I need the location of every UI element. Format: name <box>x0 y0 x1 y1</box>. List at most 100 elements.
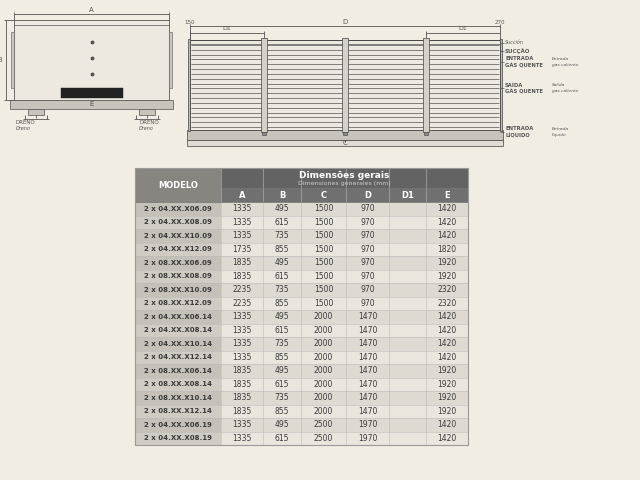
Text: 2 x 08.XX.X12.09: 2 x 08.XX.X12.09 <box>144 300 212 306</box>
Bar <box>10 100 173 109</box>
Text: 1920: 1920 <box>437 407 456 416</box>
Text: 2 x 04.XX.X10.14: 2 x 04.XX.X10.14 <box>144 341 212 347</box>
Bar <box>11 32 14 88</box>
Text: 1920: 1920 <box>437 366 456 375</box>
Bar <box>135 350 221 364</box>
Bar <box>169 32 172 88</box>
Text: 1470: 1470 <box>358 312 377 321</box>
Bar <box>135 350 468 364</box>
Text: 855: 855 <box>275 353 289 362</box>
Text: 1500: 1500 <box>314 299 333 308</box>
Text: 1420: 1420 <box>437 434 456 443</box>
Text: 1735: 1735 <box>232 245 252 254</box>
Bar <box>135 297 221 310</box>
Text: 970: 970 <box>360 299 375 308</box>
Text: 1970: 1970 <box>358 420 377 429</box>
Bar <box>135 310 468 324</box>
Bar <box>135 283 468 297</box>
Text: 495: 495 <box>275 420 289 429</box>
Bar <box>221 188 468 202</box>
Text: 2000: 2000 <box>314 339 333 348</box>
Text: 1335: 1335 <box>232 312 252 321</box>
Text: 970: 970 <box>360 245 375 254</box>
Text: 615: 615 <box>275 434 289 443</box>
Text: 2 x 08.XX.X08.09: 2 x 08.XX.X08.09 <box>144 273 212 279</box>
Text: 1420: 1420 <box>437 420 456 429</box>
Text: 2 x 04.XX.X12.14: 2 x 04.XX.X12.14 <box>144 354 212 360</box>
Bar <box>135 337 468 350</box>
Bar <box>422 38 429 132</box>
Bar <box>135 310 221 324</box>
Bar <box>135 337 221 350</box>
Text: ENTRADA: ENTRADA <box>505 127 533 132</box>
Text: Dimensões gerais: Dimensões gerais <box>300 171 390 180</box>
Text: 1420: 1420 <box>437 339 456 348</box>
Text: 2 x 04.XX.X08.14: 2 x 04.XX.X08.14 <box>144 327 212 333</box>
Text: 1835: 1835 <box>232 407 252 416</box>
Text: 1920: 1920 <box>437 380 456 389</box>
Text: 2 x 04.XX.X06.14: 2 x 04.XX.X06.14 <box>144 314 212 320</box>
Text: 615: 615 <box>275 272 289 281</box>
Text: gas caliente: gas caliente <box>552 63 579 67</box>
Text: 2500: 2500 <box>314 420 333 429</box>
Bar <box>135 168 221 202</box>
Text: 970: 970 <box>360 204 375 213</box>
Bar <box>135 432 468 445</box>
Text: DRENO: DRENO <box>139 120 159 124</box>
Text: 270: 270 <box>495 20 505 24</box>
Text: Dreno: Dreno <box>16 125 31 131</box>
Text: 2000: 2000 <box>314 312 333 321</box>
Bar <box>135 202 468 216</box>
Text: 970: 970 <box>360 272 375 281</box>
Text: D1: D1 <box>458 26 467 32</box>
Text: 2000: 2000 <box>314 407 333 416</box>
Text: 1420: 1420 <box>437 231 456 240</box>
Bar <box>135 391 221 405</box>
Bar <box>135 364 221 377</box>
Text: 1335: 1335 <box>232 218 252 227</box>
Text: 615: 615 <box>275 218 289 227</box>
Bar <box>500 39 502 131</box>
Bar <box>135 324 221 337</box>
Text: D1: D1 <box>223 26 232 32</box>
Bar <box>424 132 428 135</box>
Text: 1500: 1500 <box>314 285 333 294</box>
Text: 1335: 1335 <box>232 434 252 443</box>
Text: 2500: 2500 <box>314 434 333 443</box>
Bar <box>135 405 468 418</box>
Bar <box>135 242 468 256</box>
Text: 495: 495 <box>275 258 289 267</box>
Text: 1335: 1335 <box>232 326 252 335</box>
Text: 1470: 1470 <box>358 407 377 416</box>
Bar <box>135 216 221 229</box>
Text: 2 x 04.XX.X08.19: 2 x 04.XX.X08.19 <box>144 435 212 441</box>
Text: 150: 150 <box>185 20 195 24</box>
Bar <box>262 132 266 135</box>
Text: 2000: 2000 <box>314 380 333 389</box>
Text: 2 x 08.XX.X12.14: 2 x 08.XX.X12.14 <box>144 408 212 414</box>
Text: 970: 970 <box>360 231 375 240</box>
Text: 735: 735 <box>275 393 289 402</box>
Text: 1500: 1500 <box>314 258 333 267</box>
Text: 1335: 1335 <box>232 204 252 213</box>
Bar <box>221 168 468 188</box>
Text: Salida: Salida <box>552 83 565 87</box>
Text: E: E <box>444 191 450 200</box>
Bar <box>61 88 122 98</box>
Bar <box>135 168 468 445</box>
Text: 1500: 1500 <box>314 218 333 227</box>
Text: 2 x 04.XX.X12.09: 2 x 04.XX.X12.09 <box>144 246 212 252</box>
Text: 1500: 1500 <box>314 272 333 281</box>
Text: 1470: 1470 <box>358 393 377 402</box>
Text: 1920: 1920 <box>437 272 456 281</box>
Bar <box>135 202 221 216</box>
Text: 495: 495 <box>275 366 289 375</box>
Bar <box>135 405 221 418</box>
Bar <box>261 38 268 132</box>
Text: líquido: líquido <box>552 133 566 137</box>
Text: 495: 495 <box>275 204 289 213</box>
Text: SAÍDA: SAÍDA <box>505 83 524 87</box>
Text: DRENO: DRENO <box>16 120 36 124</box>
Text: D: D <box>342 19 348 25</box>
Text: 2 x 08.XX.X06.14: 2 x 08.XX.X06.14 <box>144 368 212 374</box>
